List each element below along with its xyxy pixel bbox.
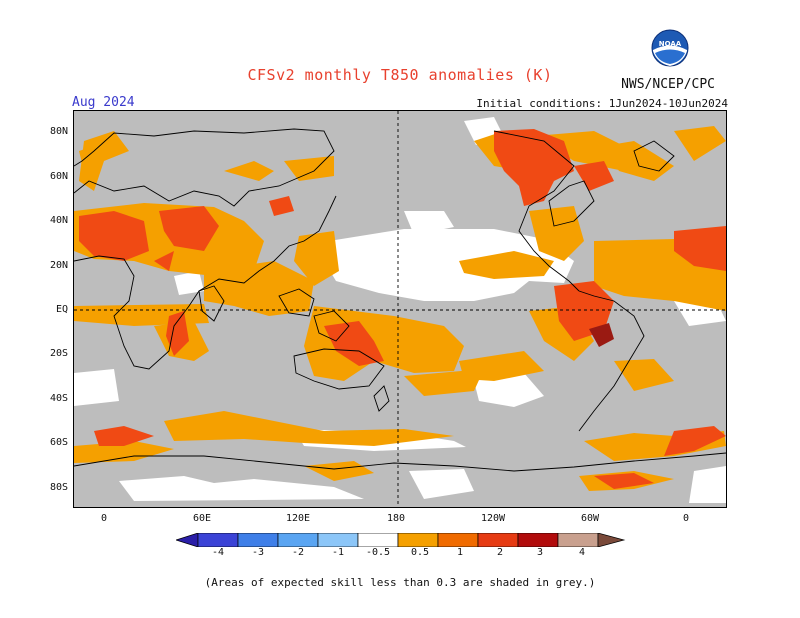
initial-conditions: Initial conditions: 1Jun2024-10Jun2024 [476,97,728,110]
colorbar-box-6 [397,533,439,547]
lat-label-eq: EQ [55,304,68,315]
colorbar-label: -1 [331,547,345,558]
colorbar-arrow-low [176,533,199,547]
colorbar-box-2 [237,533,279,547]
colorbar-label: 1 [456,547,464,558]
red-orange-regions [79,129,726,489]
colorbar-box-4 [317,533,359,547]
lat-label-20n: 20N [49,260,68,271]
anomaly-map [73,110,727,508]
colorbar-box-8 [477,533,519,547]
colorbar-label: -2 [291,547,305,558]
colorbar-box-5 [357,533,399,547]
lon-label-0-east: 0 [682,513,690,524]
organization-label: NWS/NCEP/CPC [621,77,715,92]
lon-label-120w: 120W [480,513,506,524]
svg-text:NOAA: NOAA [659,40,682,48]
coastlines [74,128,726,472]
lat-label-40s: 40S [49,393,68,404]
lon-label-120e: 120E [285,513,311,524]
colorbar-label: 2 [496,547,504,558]
colorbar-label: 4 [578,547,586,558]
colorbar-label: 0.5 [410,547,430,558]
colorbar-label: 3 [536,547,544,558]
colorbar-box-10 [557,533,599,547]
colorbar-box-9 [517,533,559,547]
reference-lines [74,111,726,507]
colorbar-label: -3 [251,547,265,558]
colorbar-box-1 [197,533,239,547]
lon-label-60w: 60W [580,513,600,524]
noaa-logo-icon: NOAA [651,29,689,67]
colorbar-label: -0.5 [365,547,391,558]
lat-label-80s: 80S [49,482,68,493]
colorbar-label: -4 [211,547,225,558]
colorbar-box-7 [437,533,479,547]
map-svg [74,111,726,507]
colorbar-box-3 [277,533,319,547]
lat-label-40n: 40N [49,215,68,226]
map-title: CFSv2 monthly T850 anomalies (K) [247,66,553,84]
lat-label-60n: 60N [49,171,68,182]
lat-label-80n: 80N [49,126,68,137]
lat-label-20s: 20S [49,348,68,359]
skill-note: (Areas of expected skill less than 0.3 a… [204,576,596,589]
dark-red-regions [589,323,614,347]
colorbar [176,533,626,547]
lat-label-60s: 60S [49,437,68,448]
colorbar-arrow-high [597,533,626,547]
forecast-month: Aug 2024 [72,95,135,110]
lon-label-180: 180 [386,513,406,524]
orange-regions [74,126,726,491]
lon-label-0: 0 [100,513,108,524]
lon-label-60e: 60E [192,513,212,524]
